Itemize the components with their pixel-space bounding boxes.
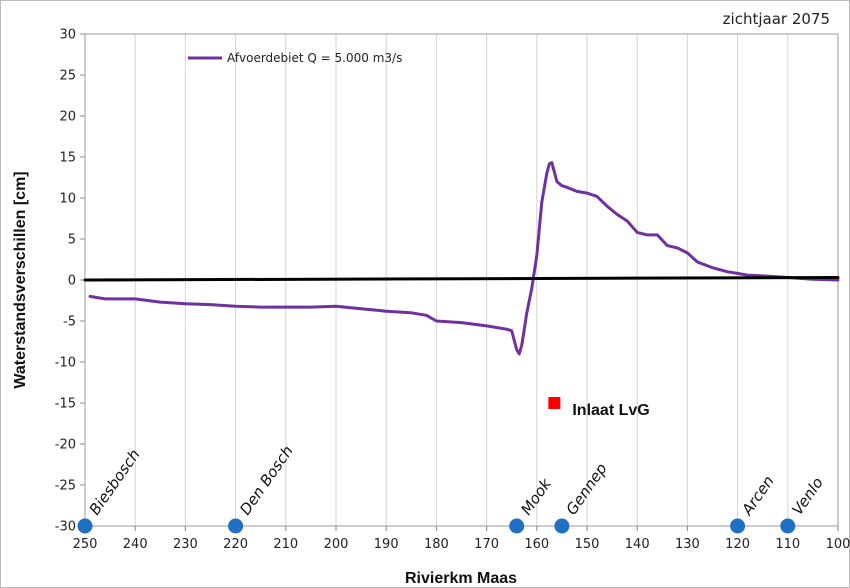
- corner-label: zichtjaar 2075: [723, 10, 830, 28]
- x-tick-label: 180: [424, 537, 449, 552]
- y-tick-label: -20: [55, 438, 76, 453]
- location-dot: [77, 518, 93, 534]
- x-tick-label: 230: [173, 537, 198, 552]
- x-axis-title: Rivierkm Maas: [405, 570, 517, 587]
- x-tick-label: 250: [73, 537, 98, 552]
- y-tick-label: 25: [59, 69, 76, 84]
- x-tick-label: 220: [223, 537, 248, 552]
- inlaat-label: Inlaat LvG: [572, 402, 649, 419]
- location-dot: [554, 518, 570, 534]
- y-tick-label: -30: [55, 520, 76, 535]
- y-tick-label: 10: [59, 192, 76, 207]
- inlaat-marker-group: Inlaat LvG: [548, 397, 650, 419]
- legend: Afvoerdebiet Q = 5.000 m3/s: [188, 51, 402, 65]
- x-tick-label: 130: [675, 537, 700, 552]
- x-tick-label: 200: [324, 537, 349, 552]
- zero-reference-line: [83, 276, 840, 282]
- y-tick-label: 30: [59, 28, 76, 43]
- y-tick-label: -15: [55, 397, 76, 412]
- legend-label: Afvoerdebiet Q = 5.000 m3/s: [227, 51, 402, 65]
- x-axis-ticks: 250 240 230 220 210 200 190 180 170 160 150 140 130 1…: [73, 526, 850, 552]
- location-dot: [228, 518, 244, 534]
- x-tick-label: 170: [474, 537, 499, 552]
- series-line-afvoerdebiet: [88, 161, 840, 356]
- y-tick-label: 0: [68, 274, 76, 289]
- inlaat-marker: [548, 397, 561, 409]
- x-tick-label: 240: [123, 537, 148, 552]
- x-tick-label: 160: [524, 537, 549, 552]
- y-tick-label: 15: [59, 151, 76, 166]
- location-dot: [730, 518, 746, 534]
- x-tick-label: 190: [374, 537, 399, 552]
- y-tick-label: -5: [63, 315, 76, 330]
- y-tick-label: -25: [55, 479, 76, 494]
- x-tick-label: 210: [273, 537, 298, 552]
- x-tick-label: 110: [775, 537, 800, 552]
- y-tick-label: -10: [55, 356, 76, 371]
- x-tick-label: 150: [575, 537, 600, 552]
- x-tick-label: 140: [625, 537, 650, 552]
- y-axis-ticks: 30 25 20 15 10 5 0 -5 -10 -15 -20 -25 -30: [55, 28, 85, 535]
- x-tick-label: 100: [826, 537, 850, 552]
- location-dot: [780, 518, 796, 534]
- series-lines: [83, 161, 840, 356]
- location-dot: [509, 518, 525, 534]
- y-tick-label: 20: [59, 110, 76, 125]
- x-tick-label: 120: [725, 537, 750, 552]
- y-axis-title: Waterstandsverschillen [cm]: [12, 171, 29, 388]
- y-tick-label: 5: [68, 233, 76, 248]
